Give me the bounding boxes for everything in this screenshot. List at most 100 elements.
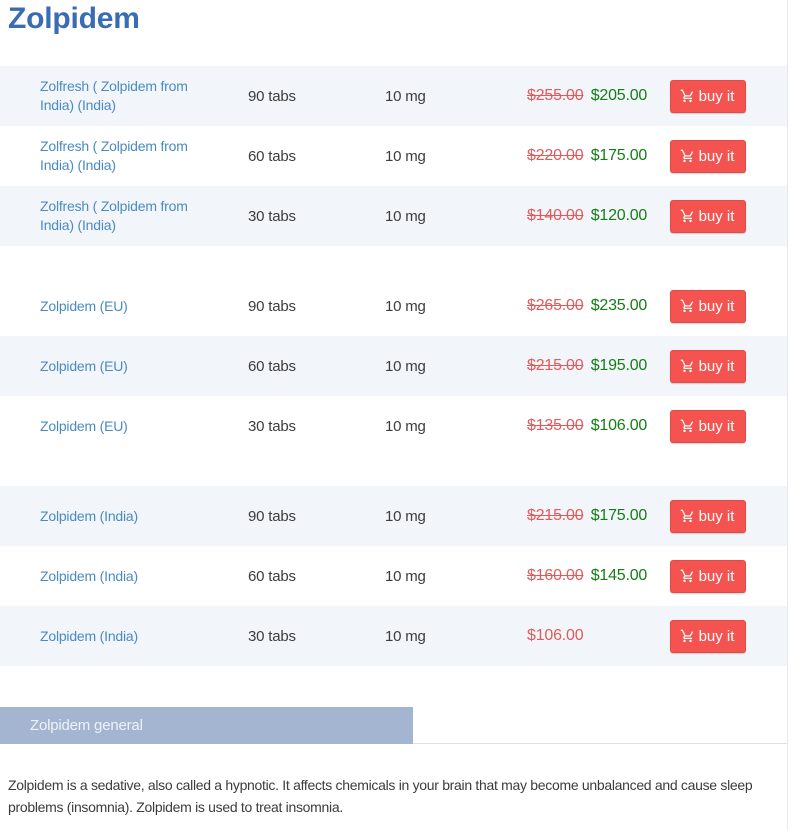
product-row: Zolpidem (EU) 60 tabs 10 mg $215.00 $195… — [0, 336, 787, 396]
product-quantity: 30 tabs — [248, 207, 296, 225]
new-price: $205.00 — [590, 87, 648, 104]
new-price: $175.00 — [590, 507, 648, 524]
product-action-cell: buy it — [630, 349, 787, 383]
shopping-cart-icon — [680, 419, 695, 434]
product-quantity: 60 tabs — [248, 567, 296, 585]
buy-button-label: buy it — [698, 297, 735, 315]
product-price-cell: $265.00 $235.00 — [487, 297, 647, 315]
shopping-cart-icon — [680, 89, 695, 104]
shopping-cart-icon — [680, 359, 695, 374]
product-row: Zolfresh ( Zolpidem from India) (India) … — [0, 126, 787, 186]
product-name-cell: Zolpidem (EU) — [0, 357, 208, 376]
product-name-cell: Zolpidem (EU) — [0, 417, 208, 436]
new-price: $145.00 — [590, 567, 648, 584]
buy-button-label: buy it — [698, 627, 735, 645]
buy-button-label: buy it — [698, 417, 735, 435]
product-row: Zolpidem (India) 90 tabs 10 mg $215.00 $… — [0, 486, 787, 546]
old-price: $220.00 — [527, 147, 584, 164]
buy-button-label: buy it — [698, 567, 735, 585]
old-price: $215.00 — [527, 507, 584, 524]
product-row: Zolfresh ( Zolpidem from India) (India) … — [0, 186, 787, 246]
product-price-cell: $220.00 $175.00 — [487, 147, 647, 165]
shopping-cart-icon — [680, 299, 695, 314]
product-dose: 10 mg — [385, 507, 426, 525]
tab-label: Zolpidem general — [30, 717, 143, 734]
old-price: $140.00 — [527, 207, 584, 224]
product-quantity: 90 tabs — [248, 87, 296, 105]
buy-button[interactable]: buy it — [670, 289, 746, 323]
product-name-cell: Zolfresh ( Zolpidem from India) (India) — [0, 137, 208, 175]
product-name-cell: Zolpidem (EU) — [0, 297, 208, 316]
product-action-cell: buy it — [630, 289, 787, 323]
product-link[interactable]: Zolpidem (EU) — [40, 357, 128, 374]
product-name-cell: Zolpidem (India) — [0, 507, 208, 526]
buy-button-label: buy it — [698, 357, 735, 375]
product-name-cell: Zolpidem (India) — [0, 627, 208, 646]
shopping-cart-icon — [680, 509, 695, 524]
group-spacer — [0, 246, 787, 276]
product-link[interactable]: Zolpidem (EU) — [40, 297, 128, 314]
buy-button-label: buy it — [698, 507, 735, 525]
buy-button[interactable]: buy it — [670, 409, 746, 443]
shopping-cart-icon — [680, 569, 695, 584]
product-link[interactable]: Zolfresh ( Zolpidem from India) (India) — [40, 78, 188, 113]
page-title: Zolpidem — [8, 2, 140, 35]
product-link[interactable]: Zolpidem (EU) — [40, 417, 128, 434]
product-row: Zolpidem (EU) 90 tabs 10 mg $265.00 $235… — [0, 276, 787, 336]
new-price: $120.00 — [590, 207, 648, 224]
product-action-cell: buy it — [630, 79, 787, 113]
product-quantity: 30 tabs — [248, 417, 296, 435]
product-link[interactable]: Zolpidem (India) — [40, 567, 138, 584]
product-link[interactable]: Zolpidem (India) — [40, 507, 138, 524]
product-price-cell: $160.00 $145.00 — [487, 567, 647, 585]
product-name-cell: Zolfresh ( Zolpidem from India) (India) — [0, 77, 208, 115]
shopping-cart-icon — [680, 209, 695, 224]
product-link[interactable]: Zolpidem (India) — [40, 627, 138, 644]
shopping-cart-icon — [680, 629, 695, 644]
product-row: Zolpidem (EU) 30 tabs 10 mg $135.00 $106… — [0, 396, 787, 456]
product-link[interactable]: Zolfresh ( Zolpidem from India) (India) — [40, 198, 188, 233]
buy-button[interactable]: buy it — [670, 139, 746, 173]
buy-button[interactable]: buy it — [670, 199, 746, 233]
product-quantity: 90 tabs — [248, 507, 296, 525]
product-quantity: 30 tabs — [248, 627, 296, 645]
product-dose: 10 mg — [385, 147, 426, 165]
product-dose: 10 mg — [385, 357, 426, 375]
buy-button[interactable]: buy it — [670, 559, 746, 593]
product-action-cell: buy it — [630, 139, 787, 173]
product-action-cell: buy it — [630, 619, 787, 653]
product-dose: 10 mg — [385, 567, 426, 585]
product-dose: 10 mg — [385, 207, 426, 225]
shopping-cart-icon — [680, 149, 695, 164]
new-price: $106.00 — [590, 417, 648, 434]
new-price: $106.00 — [527, 627, 584, 644]
new-price: $235.00 — [590, 297, 648, 314]
group-spacer — [0, 456, 787, 486]
product-price-cell: $215.00 $195.00 — [487, 357, 647, 375]
old-price: $160.00 — [527, 567, 584, 584]
product-dose: 10 mg — [385, 627, 426, 645]
buy-button-label: buy it — [698, 147, 735, 165]
buy-button[interactable]: buy it — [670, 499, 746, 533]
product-quantity: 60 tabs — [248, 357, 296, 375]
tab-zolpidem-general[interactable]: Zolpidem general — [0, 707, 413, 744]
product-row: Zolpidem (India) 60 tabs 10 mg $160.00 $… — [0, 546, 787, 606]
product-quantity: 90 tabs — [248, 297, 296, 315]
product-quantity: 60 tabs — [248, 147, 296, 165]
product-action-cell: buy it — [630, 499, 787, 533]
buy-button-label: buy it — [698, 207, 735, 225]
buy-button[interactable]: buy it — [670, 619, 746, 653]
product-action-cell: buy it — [630, 559, 787, 593]
product-link[interactable]: Zolfresh ( Zolpidem from India) (India) — [40, 138, 188, 173]
new-price: $195.00 — [590, 357, 648, 374]
product-price-cell: $255.00 $205.00 — [487, 87, 647, 105]
product-name-cell: Zolpidem (India) — [0, 567, 208, 586]
product-price-cell: $140.00 $120.00 — [487, 207, 647, 225]
product-price-cell: $135.00 $106.00 — [487, 417, 647, 435]
buy-button[interactable]: buy it — [670, 79, 746, 113]
product-action-cell: buy it — [630, 199, 787, 233]
products-table: Zolfresh ( Zolpidem from India) (India) … — [0, 66, 787, 666]
old-price: $265.00 — [527, 297, 584, 314]
buy-button[interactable]: buy it — [670, 349, 746, 383]
